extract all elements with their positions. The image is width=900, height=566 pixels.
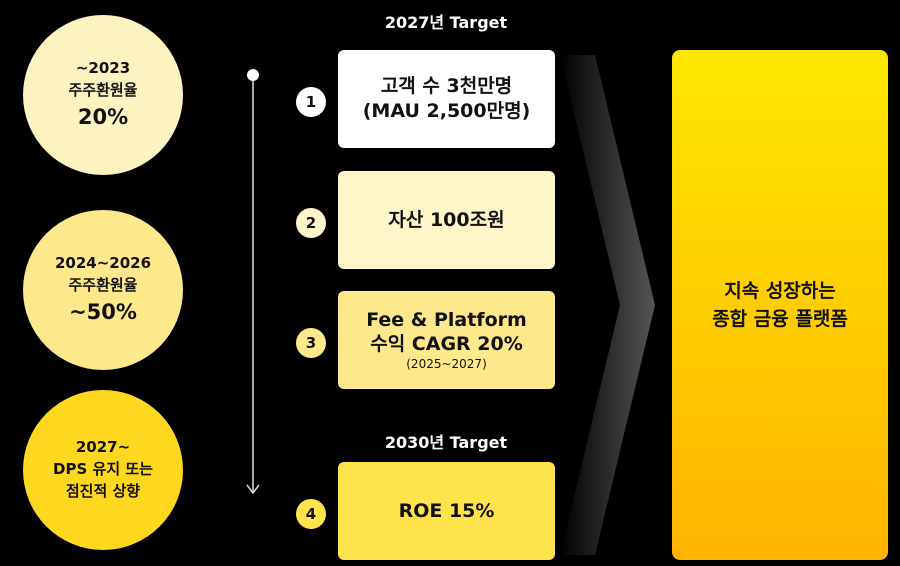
circle-line: 20% [77,104,129,129]
goal-line: 종합 금융 플랫폼 [712,308,848,330]
circle-line: 2024~2026 [54,254,152,273]
target-box: ROE 15% [338,462,555,560]
step-number: 4 [296,499,326,529]
timeline-arrow [246,484,260,495]
target-line: 수익 CAGR 20% [370,333,523,356]
timeline-dot [247,69,259,81]
goal-box [672,50,888,560]
target-line: 고객 수 3천만명 [380,75,513,98]
target-box: Fee & Platform 수익 CAGR 20% (2025~2027) [338,291,555,389]
circle-line: 2027~ [75,438,131,457]
target-line: (MAU 2,500만명) [362,100,531,122]
return-circle: ~2023 주주환원율 20% [23,15,183,175]
target-line: (2025~2027) [406,356,487,371]
target-box: 고객 수 3천만명 (MAU 2,500만명) [338,50,555,148]
target-line: Fee & Platform [366,308,527,331]
circle-line: 주주환원율 [68,80,138,99]
target-line: 자산 100조원 [388,208,505,231]
goal-line: 지속 성장하는 [724,279,836,302]
chevron [560,55,655,555]
circle-line: ~50% [69,299,137,324]
circle-line: ~2023 [75,59,131,78]
circle-line: 점진적 상향 [65,481,141,500]
step-number: 3 [296,328,326,358]
step-number: 1 [296,87,326,117]
target-box: 자산 100조원 [338,171,555,269]
step-number: 2 [296,208,326,238]
header: 2027년 Target [384,13,508,32]
target-line: ROE 15% [398,499,495,522]
circle-line: DPS 유지 또는 [53,460,153,479]
header: 2030년 Target [384,433,508,452]
return-circle: 2024~2026 주주환원율 ~50% [23,210,183,370]
circle-line: 주주환원율 [68,275,138,294]
